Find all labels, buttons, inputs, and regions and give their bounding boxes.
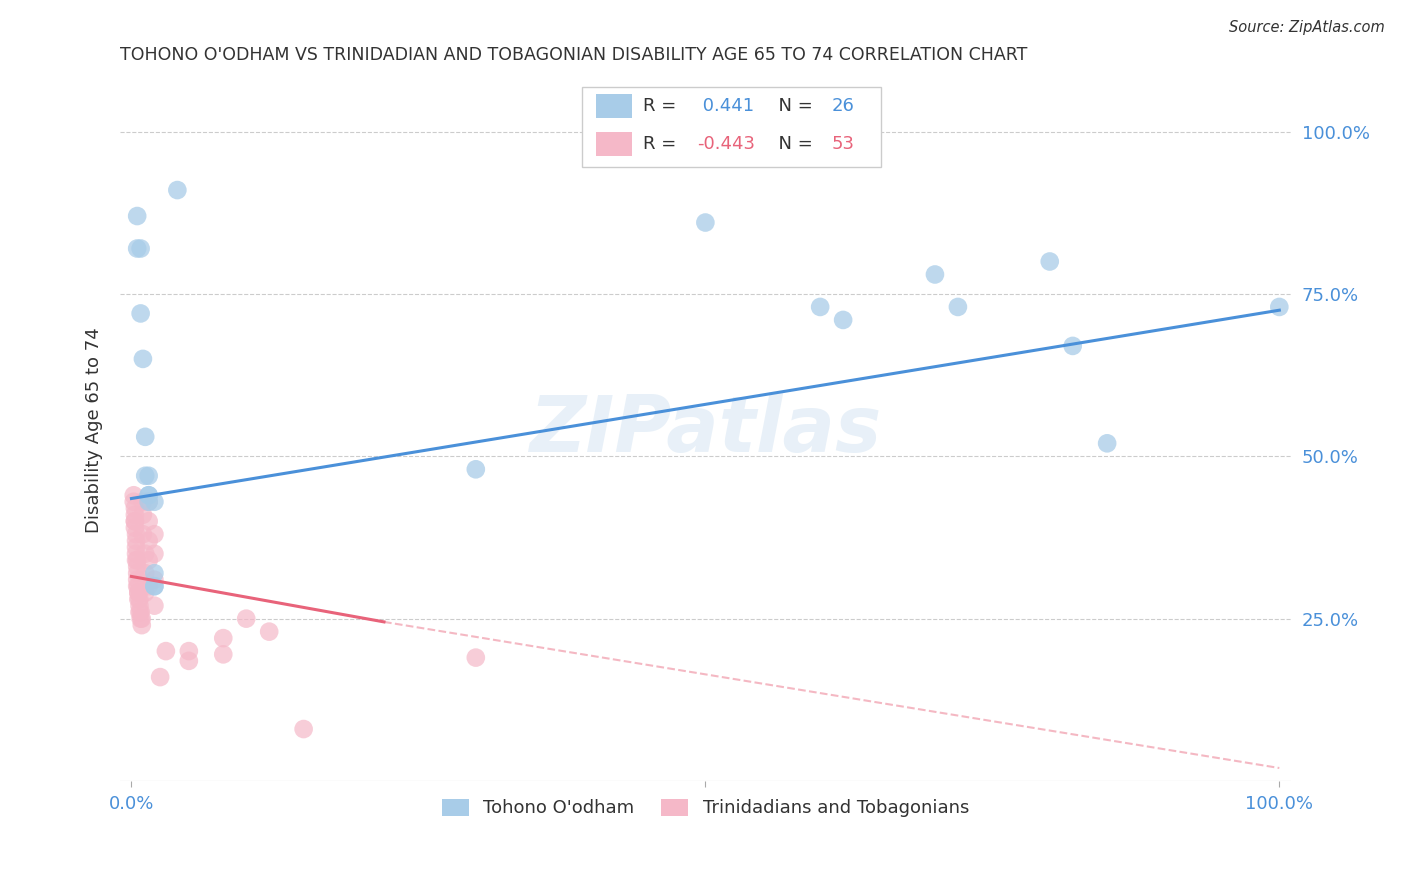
- Point: [122, 495, 145, 509]
- Point: [166, 183, 188, 197]
- Point: [138, 488, 160, 502]
- Point: [128, 592, 150, 607]
- Text: 0.441: 0.441: [697, 96, 754, 114]
- Point: [143, 573, 166, 587]
- Y-axis label: Disability Age 65 to 74: Disability Age 65 to 74: [86, 327, 103, 533]
- Point: [143, 495, 166, 509]
- Point: [212, 631, 235, 645]
- Point: [127, 242, 149, 256]
- Point: [131, 612, 153, 626]
- Point: [1268, 300, 1291, 314]
- Point: [125, 553, 148, 567]
- Point: [131, 618, 153, 632]
- Point: [127, 579, 149, 593]
- Point: [122, 488, 145, 502]
- Point: [212, 648, 235, 662]
- Point: [127, 579, 149, 593]
- Bar: [596, 132, 631, 156]
- Point: [127, 553, 149, 567]
- Text: TOHONO O'ODHAM VS TRINIDADIAN AND TOBAGONIAN DISABILITY AGE 65 TO 74 CORRELATION: TOHONO O'ODHAM VS TRINIDADIAN AND TOBAGO…: [120, 46, 1028, 64]
- Point: [125, 547, 148, 561]
- Point: [143, 566, 166, 581]
- Point: [155, 644, 177, 658]
- Point: [946, 300, 969, 314]
- Point: [134, 547, 156, 561]
- Point: [127, 566, 149, 581]
- Point: [808, 300, 831, 314]
- Point: [143, 527, 166, 541]
- Point: [125, 533, 148, 548]
- Point: [127, 585, 149, 599]
- Point: [177, 654, 200, 668]
- Point: [134, 430, 156, 444]
- Point: [132, 351, 155, 366]
- Point: [134, 566, 156, 581]
- Text: R =: R =: [644, 136, 682, 153]
- Point: [125, 540, 148, 554]
- Point: [132, 495, 155, 509]
- Point: [138, 488, 160, 502]
- Point: [138, 579, 160, 593]
- Point: [138, 553, 160, 567]
- Text: ZIPatlas: ZIPatlas: [529, 392, 882, 468]
- Point: [257, 624, 280, 639]
- Point: [138, 533, 160, 548]
- Point: [138, 495, 160, 509]
- Point: [124, 501, 146, 516]
- Point: [143, 547, 166, 561]
- Point: [129, 242, 152, 256]
- Point: [129, 605, 152, 619]
- Text: R =: R =: [644, 96, 682, 114]
- Text: N =: N =: [768, 96, 818, 114]
- Text: Source: ZipAtlas.com: Source: ZipAtlas.com: [1229, 20, 1385, 35]
- Point: [124, 508, 146, 522]
- Point: [292, 722, 315, 736]
- Point: [138, 514, 160, 528]
- Text: N =: N =: [768, 136, 818, 153]
- Point: [143, 599, 166, 613]
- Text: 26: 26: [832, 96, 855, 114]
- Point: [695, 215, 717, 229]
- Point: [129, 612, 152, 626]
- Point: [127, 585, 149, 599]
- Point: [924, 268, 946, 282]
- Point: [124, 521, 146, 535]
- Point: [1062, 339, 1084, 353]
- Point: [138, 495, 160, 509]
- Point: [125, 527, 148, 541]
- Text: -0.443: -0.443: [697, 136, 755, 153]
- Point: [138, 468, 160, 483]
- Point: [132, 527, 155, 541]
- Point: [128, 599, 150, 613]
- Point: [143, 579, 166, 593]
- Point: [832, 313, 855, 327]
- Point: [128, 605, 150, 619]
- Point: [464, 462, 486, 476]
- Point: [127, 573, 149, 587]
- FancyBboxPatch shape: [582, 87, 882, 168]
- Point: [134, 585, 156, 599]
- Point: [124, 514, 146, 528]
- Legend: Tohono O'odham, Trinidadians and Tobagonians: Tohono O'odham, Trinidadians and Tobagon…: [434, 791, 976, 824]
- Point: [124, 514, 146, 528]
- Bar: [596, 94, 631, 118]
- Text: 53: 53: [832, 136, 855, 153]
- Point: [1095, 436, 1118, 450]
- Point: [464, 650, 486, 665]
- Point: [235, 612, 257, 626]
- Point: [127, 559, 149, 574]
- Point: [177, 644, 200, 658]
- Point: [127, 592, 149, 607]
- Point: [134, 468, 156, 483]
- Point: [132, 508, 155, 522]
- Point: [1039, 254, 1062, 268]
- Point: [129, 306, 152, 320]
- Point: [143, 579, 166, 593]
- Point: [149, 670, 172, 684]
- Point: [127, 209, 149, 223]
